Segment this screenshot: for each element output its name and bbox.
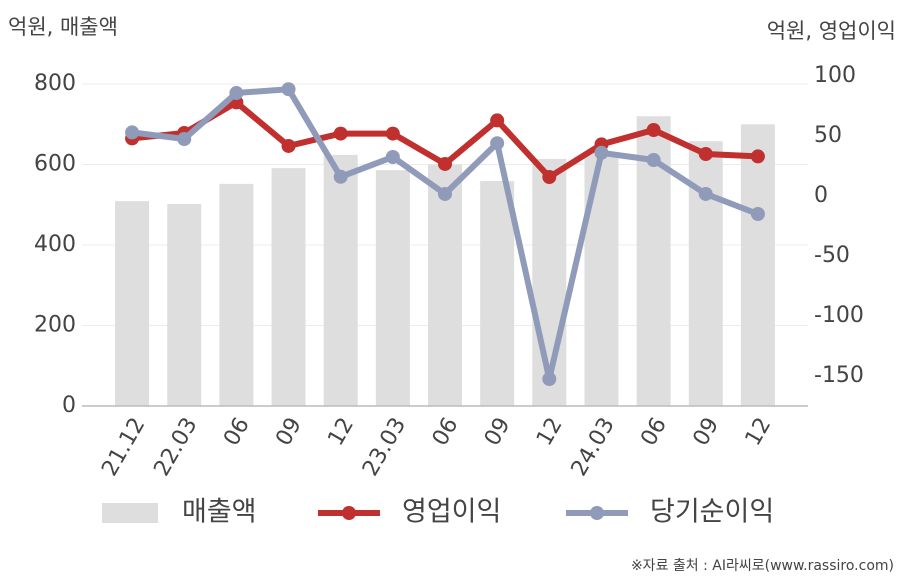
- bar: [740, 124, 775, 406]
- bar: [219, 183, 254, 406]
- point: [229, 86, 244, 101]
- point: [542, 170, 557, 185]
- y2-tick-label: 100: [814, 63, 856, 88]
- point: [750, 149, 765, 164]
- x-tick-label: 06: [636, 414, 672, 451]
- bar: [271, 168, 306, 406]
- point: [177, 132, 192, 146]
- legend-swatch: [102, 503, 158, 523]
- point: [646, 123, 661, 137]
- x-tick-label: 24.03: [567, 414, 620, 481]
- y-tick-label: 400: [34, 232, 76, 257]
- point: [490, 113, 505, 128]
- bar: [688, 141, 723, 406]
- point: [281, 82, 296, 97]
- point: [698, 186, 713, 201]
- point: [385, 150, 400, 164]
- y-tick-label: 0: [62, 393, 76, 418]
- y2-tick-label: -100: [814, 303, 864, 328]
- y-tick-label: 800: [34, 71, 76, 96]
- point: [594, 145, 609, 160]
- point: [646, 153, 661, 167]
- x-tick-label: 12: [741, 414, 777, 451]
- x-tick-label: 12: [323, 414, 359, 451]
- bar: [480, 181, 515, 406]
- x-tick-label: 12: [532, 414, 568, 451]
- bar: [375, 170, 410, 406]
- x-tick-label: 23.03: [358, 414, 411, 481]
- point: [438, 186, 452, 201]
- point: [281, 138, 296, 153]
- point: [333, 169, 348, 184]
- x-tick-label: 06: [428, 414, 464, 451]
- point: [698, 147, 713, 161]
- bar: [167, 203, 202, 406]
- point: [385, 126, 400, 141]
- point: [750, 207, 765, 221]
- bar: [323, 154, 358, 406]
- x-tick-label: 21.12: [97, 414, 150, 481]
- y-axis-title: 억원, 매출액: [8, 15, 118, 39]
- x-tick-label: 09: [271, 414, 307, 451]
- source: ※자료 출처 : AI라씨로(www.rassiro.com): [631, 558, 894, 574]
- x-tick-label: 06: [219, 414, 255, 451]
- y-tick-label: 200: [34, 313, 76, 338]
- y2-tick-label: -150: [814, 363, 864, 388]
- y-tick-label: 600: [34, 152, 76, 177]
- y2-tick-label: 0: [814, 183, 828, 208]
- legend-label: 영업이익: [402, 497, 501, 528]
- legend-marker: [590, 506, 604, 520]
- bar: [584, 152, 619, 406]
- point: [333, 126, 348, 141]
- point: [438, 156, 452, 171]
- bar: [428, 164, 462, 406]
- point: [490, 136, 505, 151]
- y2-tick-label: 50: [814, 123, 842, 148]
- legend-label: 당기순이익: [650, 497, 774, 528]
- point: [125, 125, 140, 140]
- point: [542, 372, 557, 386]
- bar: [115, 201, 150, 406]
- x-tick-label: 09: [480, 413, 516, 450]
- legend-marker: [342, 506, 356, 520]
- legend-label: 매출액: [182, 497, 257, 528]
- bar: [532, 158, 567, 406]
- x-tick-label: 22.03: [149, 414, 202, 481]
- y2-tick-label: -50: [814, 243, 850, 268]
- x-tick-label: 09: [689, 414, 725, 451]
- y2-axis-title: 억원, 영업이익: [767, 19, 896, 43]
